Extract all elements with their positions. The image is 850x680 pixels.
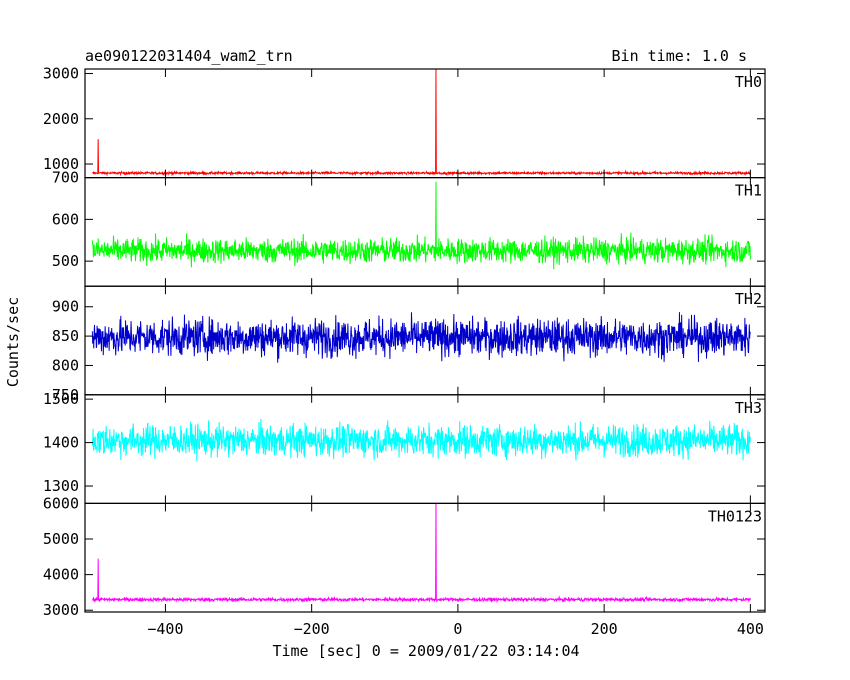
y-tick-label: 3000 xyxy=(43,65,79,83)
x-tick-label: −200 xyxy=(294,620,330,638)
panel-th1: 500 600 700 TH1 xyxy=(52,169,766,287)
y-tick-label: 5000 xyxy=(43,530,79,548)
series-line-th0 xyxy=(92,68,751,177)
y-tick-label: 800 xyxy=(52,356,79,374)
panel-th0: 1000 2000 3000 TH0 xyxy=(43,65,766,179)
y-tick-label: 1400 xyxy=(43,434,79,452)
panel-frame xyxy=(84,502,766,613)
y-tick-label: 850 xyxy=(52,327,79,345)
series-line-th2 xyxy=(91,312,751,363)
y-tick-label: 500 xyxy=(52,252,79,270)
y-tick-label: 3000 xyxy=(43,601,79,619)
panel-label: TH0123 xyxy=(708,507,762,525)
panel-label: TH2 xyxy=(735,290,762,308)
panel-frame xyxy=(84,177,766,287)
panel-frame xyxy=(84,68,766,179)
y-tick-label: 6000 xyxy=(43,494,79,512)
panel-frame xyxy=(84,394,766,504)
panel-th2: 750 800 850 900 TH2 xyxy=(52,285,766,404)
y-tick-label: 2000 xyxy=(43,110,79,128)
bin-time-label: Bin time: 1.0 s xyxy=(612,47,747,65)
panel-th0123: 3000 4000 5000 6000 TH0123 xyxy=(43,494,766,619)
x-tick-label: 0 xyxy=(453,620,462,638)
x-axis-label: Time [sec] 0 = 2009/01/22 03:14:04 xyxy=(272,642,579,660)
panel-label: TH0 xyxy=(735,73,762,91)
y-tick-label: 1500 xyxy=(43,390,79,408)
y-tick-label: 1300 xyxy=(43,477,79,495)
panel-th3: 1300 1400 1500 TH3 xyxy=(43,390,766,504)
series-line-th1 xyxy=(91,181,751,270)
y-tick-label: 4000 xyxy=(43,566,79,584)
series-line-th0123 xyxy=(91,503,751,604)
y-tick-label: 700 xyxy=(52,169,79,187)
y-axis-label: Counts/sec xyxy=(4,297,22,387)
y-tick-label: 1000 xyxy=(43,155,79,173)
y-tick-label: 750 xyxy=(52,386,79,404)
panel-label: TH1 xyxy=(735,182,762,200)
y-tick-label: 900 xyxy=(52,298,79,316)
x-tick-label: 400 xyxy=(737,620,764,638)
panel-label: TH3 xyxy=(735,399,762,417)
x-tick-label: −400 xyxy=(147,620,183,638)
x-tick-label: 200 xyxy=(591,620,618,638)
y-tick-label: 600 xyxy=(52,210,79,228)
chart-title: ae090122031404_wam2_trn xyxy=(85,47,293,65)
series-line-th3 xyxy=(91,419,751,462)
